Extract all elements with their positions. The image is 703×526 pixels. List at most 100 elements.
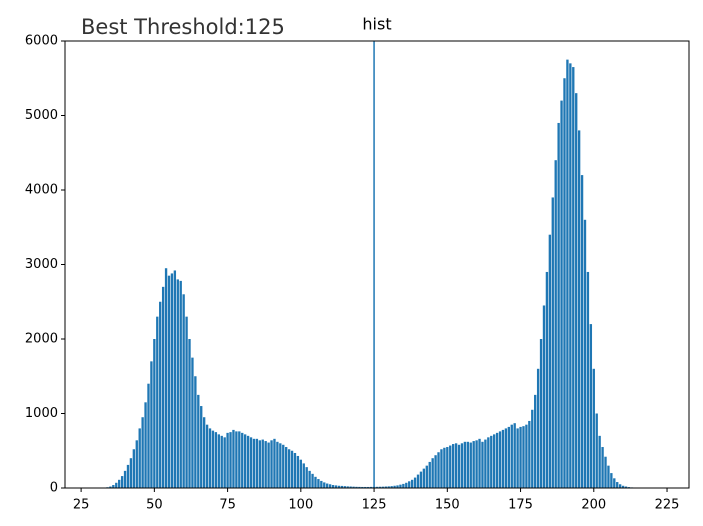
bar xyxy=(270,440,273,488)
bar xyxy=(408,481,411,488)
bar xyxy=(449,445,452,488)
bar xyxy=(425,465,428,488)
bar xyxy=(258,440,261,488)
bar xyxy=(191,357,194,488)
bar xyxy=(621,485,625,488)
bar xyxy=(493,434,496,488)
bar xyxy=(551,197,554,488)
bar xyxy=(311,473,314,488)
bar xyxy=(308,470,311,488)
bar xyxy=(188,339,191,488)
bar xyxy=(243,434,247,488)
bar xyxy=(287,449,291,488)
bar xyxy=(487,437,490,488)
bar xyxy=(367,486,370,488)
y-tick-label: 6000 xyxy=(25,34,58,49)
bar xyxy=(539,339,543,488)
x-tick-label: 100 xyxy=(288,498,313,513)
bar xyxy=(226,432,229,488)
bar xyxy=(282,444,285,488)
bar xyxy=(580,175,584,488)
bar xyxy=(513,423,516,488)
bar xyxy=(279,443,282,488)
bar xyxy=(507,426,511,488)
bar xyxy=(235,431,238,488)
bar xyxy=(528,420,531,488)
bar xyxy=(208,428,212,488)
bar xyxy=(490,435,493,488)
bar xyxy=(109,486,112,488)
bar xyxy=(375,486,379,488)
y-tick-label: 0 xyxy=(50,481,58,496)
bar xyxy=(159,301,162,488)
bar xyxy=(624,486,628,488)
y-tick-label: 2000 xyxy=(25,332,58,347)
bar xyxy=(320,480,323,488)
y-tick-label: 5000 xyxy=(25,108,58,123)
bar xyxy=(413,477,417,488)
bar xyxy=(454,443,458,488)
bar xyxy=(545,271,549,488)
bar xyxy=(484,439,487,488)
bar xyxy=(566,59,569,488)
bar xyxy=(475,440,478,488)
bar xyxy=(501,429,505,488)
x-tick-label: 200 xyxy=(581,498,606,513)
bar xyxy=(536,368,540,488)
bar xyxy=(173,270,177,488)
x-tick-label: 225 xyxy=(655,498,680,513)
bar xyxy=(156,316,159,488)
bar xyxy=(273,438,276,488)
bar xyxy=(331,485,335,488)
bar xyxy=(264,441,267,488)
bar xyxy=(405,482,408,488)
bar xyxy=(249,437,253,488)
bar xyxy=(478,438,481,488)
bar xyxy=(390,486,393,488)
bar xyxy=(364,486,367,488)
bar xyxy=(276,441,279,488)
bar xyxy=(469,442,472,488)
bar xyxy=(428,461,431,488)
bar xyxy=(299,459,303,488)
bar xyxy=(205,424,209,488)
bar xyxy=(607,465,610,488)
bar xyxy=(179,280,182,488)
annotation: Best Threshold:125 xyxy=(81,15,285,39)
bar xyxy=(451,444,455,488)
bar xyxy=(317,479,320,488)
bar xyxy=(138,428,141,488)
bar xyxy=(577,130,581,488)
bar xyxy=(167,275,171,488)
bar xyxy=(466,441,469,488)
bar xyxy=(217,434,220,488)
bar xyxy=(592,368,595,488)
bar xyxy=(144,402,147,488)
bar xyxy=(422,468,426,488)
bar xyxy=(598,435,601,488)
bar xyxy=(323,482,326,488)
bar xyxy=(349,486,352,488)
bar xyxy=(472,441,475,488)
bar xyxy=(554,160,557,488)
bar xyxy=(410,479,414,488)
bar xyxy=(618,484,622,488)
bar xyxy=(399,484,402,488)
bar xyxy=(238,431,241,488)
bar xyxy=(147,383,150,488)
bar xyxy=(314,476,317,488)
bar xyxy=(601,447,604,488)
bar xyxy=(525,424,528,488)
bar xyxy=(440,449,443,488)
bar xyxy=(141,417,144,488)
bar xyxy=(346,486,349,488)
bar xyxy=(176,279,179,488)
bar xyxy=(446,447,449,488)
bar xyxy=(393,485,396,488)
bar xyxy=(589,324,593,488)
x-tick-label: 50 xyxy=(146,498,163,513)
x-tick-label: 150 xyxy=(435,498,460,513)
bar xyxy=(534,394,537,488)
bar xyxy=(252,438,256,488)
bar xyxy=(443,447,446,488)
